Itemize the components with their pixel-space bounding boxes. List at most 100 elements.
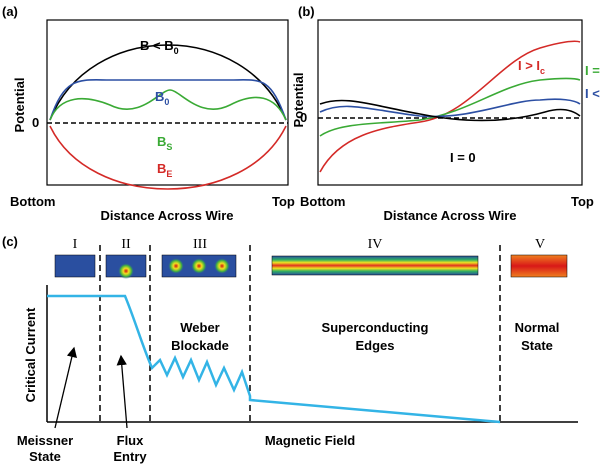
text-part: E: [166, 169, 172, 179]
vortex: [118, 263, 134, 279]
plot-frame: [317, 19, 583, 186]
text-part: 0: [300, 110, 307, 125]
text-part: B: [157, 161, 166, 176]
text-part: 0: [174, 46, 179, 56]
curve: [319, 40, 581, 173]
text-part: I: [73, 237, 78, 252]
vortex: [168, 258, 184, 274]
region-numeral: I: [73, 237, 78, 252]
curve-label: I = 0: [450, 150, 476, 165]
text-part: Entry: [113, 449, 147, 464]
text-part: c: [540, 66, 545, 76]
text-part: Potential: [291, 73, 306, 128]
text-part: Flux: [117, 433, 144, 448]
text-part: Top: [272, 194, 295, 209]
text-part: IV: [368, 237, 383, 252]
text-part: Potential: [12, 78, 27, 133]
text-part: Bottom: [10, 194, 56, 209]
curve: [319, 98, 581, 118]
panel-label: (a): [2, 4, 18, 19]
arrow: [116, 354, 128, 429]
region-label: Superconducting Edges: [322, 320, 429, 353]
region-label: Normal State: [515, 320, 560, 353]
text-part: Distance Across Wire: [100, 208, 233, 223]
panel-a: (a) 0 Potential B < B0 B0 BS BE Bottom D…: [2, 4, 295, 223]
text-part: B: [157, 134, 166, 149]
zero-label: 0: [300, 110, 307, 125]
inset: [54, 254, 96, 278]
text-part: 0: [32, 115, 39, 130]
text-part: Blockade: [171, 338, 229, 353]
text-part: B < B: [140, 38, 174, 53]
arrow-label: Flux Entry: [113, 433, 147, 464]
text-part: I = 0: [450, 150, 476, 165]
curve-label: I =: [585, 63, 600, 78]
text-part: Bottom: [300, 194, 346, 209]
y-axis-label: Potential: [291, 73, 306, 128]
region-label: Weber Blockade: [171, 320, 229, 353]
text-part: Superconducting: [322, 320, 429, 335]
plot-frame: [46, 19, 289, 186]
panel-b: (b) 0 Potential I > Ic I = I < I = 0 Bot…: [291, 4, 600, 223]
text-part: I =: [585, 63, 600, 78]
text-part: III: [193, 237, 207, 252]
text-part: (a): [2, 4, 18, 19]
curve-label: I > Ic: [518, 58, 545, 76]
vortex: [214, 258, 230, 274]
vortex: [191, 258, 207, 274]
panel-c: (c) I II III IV V Critical Current Weber…: [2, 234, 578, 464]
region-numeral: II: [121, 237, 131, 252]
text-part: Critical Current: [23, 307, 38, 402]
panel-label: (b): [298, 4, 315, 19]
y-axis-label: Critical Current: [23, 307, 38, 402]
x-axis-label: Distance Across Wire: [383, 208, 516, 223]
text-part: S: [166, 142, 172, 152]
x-axis-label: Magnetic Field: [265, 433, 355, 448]
x-right-label: Top: [571, 194, 594, 209]
text-part: B: [155, 89, 164, 104]
text-part: Normal: [515, 320, 560, 335]
curve-label: B0: [155, 89, 169, 107]
inset: [271, 255, 479, 276]
x-axis-label: Distance Across Wire: [100, 208, 233, 223]
text-part: Edges: [355, 338, 394, 353]
curve: [49, 44, 287, 121]
text-part: II: [121, 237, 131, 252]
text-part: V: [535, 237, 545, 252]
text-part: Weber: [180, 320, 220, 335]
text-part: I <: [585, 86, 600, 101]
text-part: Top: [571, 194, 594, 209]
text-part: (c): [2, 234, 18, 249]
curve-label: BS: [157, 134, 172, 152]
text-part: 0: [164, 97, 169, 107]
curve: [49, 79, 287, 121]
region-numeral: IV: [368, 237, 383, 252]
arrow-label: Meissner State: [17, 433, 73, 464]
x-right-label: Top: [272, 194, 295, 209]
text-part: (b): [298, 4, 315, 19]
curve: [319, 99, 581, 122]
text-part: State: [29, 449, 61, 464]
curve: [319, 77, 581, 137]
text-part: Distance Across Wire: [383, 208, 516, 223]
region-numeral: III: [193, 237, 207, 252]
text-part: I > I: [518, 58, 540, 73]
panel-label: (c): [2, 234, 18, 249]
region-numeral: V: [535, 237, 545, 252]
text-part: Magnetic Field: [265, 433, 355, 448]
curve: [49, 125, 287, 190]
curve: [49, 89, 287, 121]
arrow: [54, 346, 77, 429]
y-axis-label: Potential: [12, 78, 27, 133]
text-part: State: [521, 338, 553, 353]
inset: [510, 254, 568, 278]
curve-label: BE: [157, 161, 172, 179]
x-left-label: Bottom: [300, 194, 346, 209]
curve-label: I <: [585, 86, 600, 101]
x-left-label: Bottom: [10, 194, 56, 209]
curve-label: B < B0: [140, 38, 179, 56]
text-part: Meissner: [17, 433, 73, 448]
critical-current-curve: [47, 294, 501, 424]
zero-label: 0: [32, 115, 39, 130]
